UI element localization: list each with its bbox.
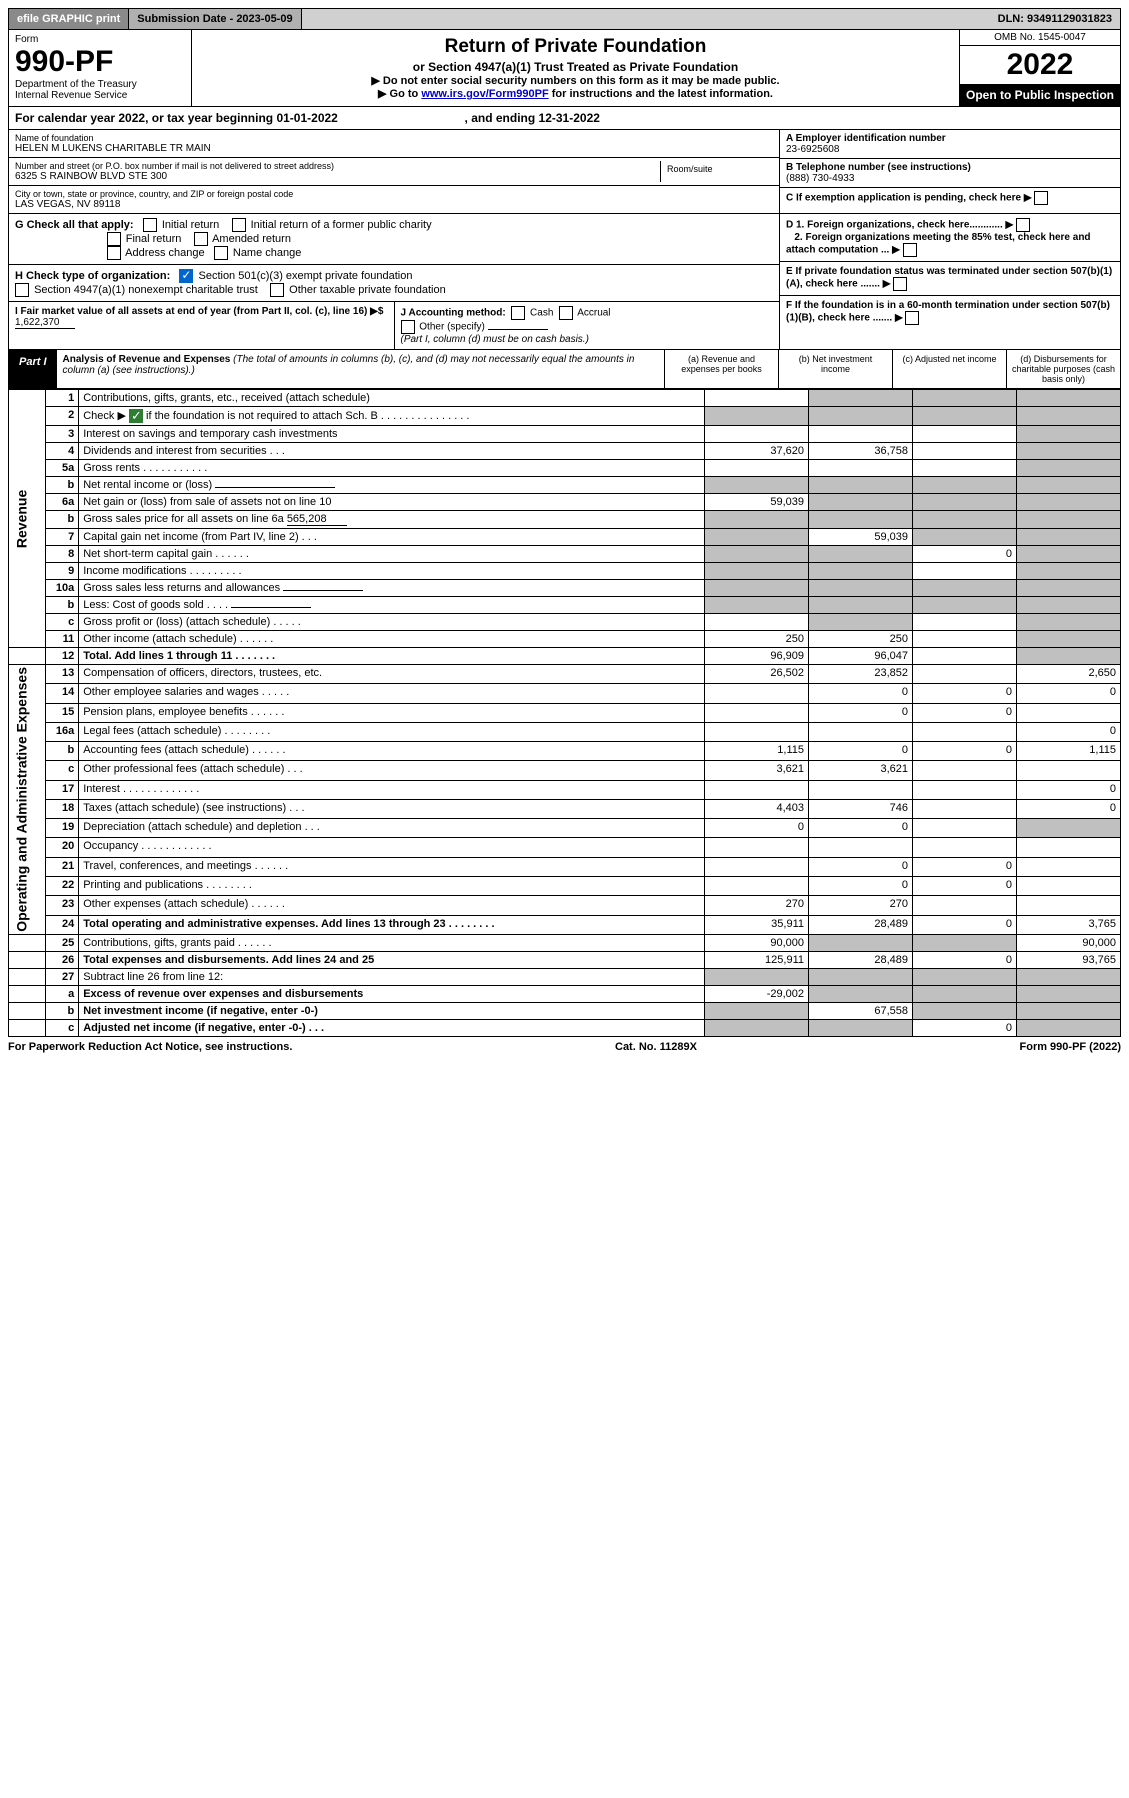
entity-info: Name of foundation HELEN M LUKENS CHARIT… xyxy=(8,130,1121,214)
foundation-name: HELEN M LUKENS CHARITABLE TR MAIN xyxy=(15,143,773,154)
name-label: Name of foundation xyxy=(15,133,773,143)
section-g: G Check all that apply: Initial return I… xyxy=(9,214,779,264)
submission-date: Submission Date - 2023-05-09 xyxy=(129,9,301,29)
ein-value: 23-6925608 xyxy=(786,144,1114,155)
cash-checkbox[interactable] xyxy=(511,306,525,320)
4947a1-checkbox[interactable] xyxy=(15,283,29,297)
form-number: 990-PF xyxy=(15,45,185,79)
form-header: Form 990-PF Department of the Treasury I… xyxy=(8,30,1121,107)
foreign-85-checkbox[interactable] xyxy=(903,243,917,257)
other-method-checkbox[interactable] xyxy=(401,320,415,334)
street-address: 6325 S RAINBOW BLVD STE 300 xyxy=(15,171,660,182)
bullet-1: ▶ Do not enter social security numbers o… xyxy=(198,74,953,87)
paperwork-notice: For Paperwork Reduction Act Notice, see … xyxy=(8,1041,292,1053)
form-link[interactable]: www.irs.gov/Form990PF xyxy=(421,88,548,100)
open-public-badge: Open to Public Inspection xyxy=(960,84,1120,106)
room-suite-label: Room/suite xyxy=(661,161,773,182)
col-b-header: (b) Net investment income xyxy=(778,350,892,388)
city-state-zip: LAS VEGAS, NV 89118 xyxy=(15,199,773,210)
part1-header: Part I Analysis of Revenue and Expenses … xyxy=(8,350,1121,389)
col-d-header: (d) Disbursements for charitable purpose… xyxy=(1006,350,1120,388)
initial-return-checkbox[interactable] xyxy=(143,218,157,232)
dln: DLN: 93491129031823 xyxy=(990,9,1120,29)
form-title: Return of Private Foundation xyxy=(198,36,953,58)
part1-title: Analysis of Revenue and Expenses xyxy=(63,354,231,365)
city-label: City or town, state or province, country… xyxy=(15,189,773,199)
irs-label: Internal Revenue Service xyxy=(15,90,185,101)
name-change-checkbox[interactable] xyxy=(214,246,228,260)
501c3-checkbox[interactable] xyxy=(179,269,193,283)
schb-check-icon xyxy=(129,409,143,423)
final-return-checkbox[interactable] xyxy=(107,232,121,246)
address-change-checkbox[interactable] xyxy=(107,246,121,260)
amended-return-checkbox[interactable] xyxy=(194,232,208,246)
section-e: E If private foundation status was termi… xyxy=(780,262,1120,296)
phone-value: (888) 730-4933 xyxy=(786,173,1114,184)
expenses-side-label: Operating and Administrative Expenses xyxy=(9,665,46,935)
accrual-checkbox[interactable] xyxy=(559,306,573,320)
form-id-footer: Form 990-PF (2022) xyxy=(1020,1041,1121,1053)
col-c-header: (c) Adjusted net income xyxy=(892,350,1006,388)
foreign-org-checkbox[interactable] xyxy=(1016,218,1030,232)
top-bar: efile GRAPHIC print Submission Date - 20… xyxy=(8,8,1121,30)
section-f: F If the foundation is in a 60-month ter… xyxy=(780,296,1120,329)
phone-label: B Telephone number (see instructions) xyxy=(786,162,1114,173)
initial-former-checkbox[interactable] xyxy=(232,218,246,232)
dept-label: Department of the Treasury xyxy=(15,79,185,90)
page-footer: For Paperwork Reduction Act Notice, see … xyxy=(8,1037,1121,1057)
other-taxable-checkbox[interactable] xyxy=(270,283,284,297)
checkboxes-section: G Check all that apply: Initial return I… xyxy=(8,214,1121,350)
section-j: J Accounting method: Cash Accrual Other … xyxy=(395,302,780,349)
section-h: H Check type of organization: Section 50… xyxy=(9,264,779,301)
form-label: Form xyxy=(15,34,185,45)
calendar-year-row: For calendar year 2022, or tax year begi… xyxy=(8,107,1121,130)
bullet-2: ▶ Go to www.irs.gov/Form990PF for instru… xyxy=(198,87,953,100)
exemption-checkbox[interactable] xyxy=(1034,191,1048,205)
analysis-table: Revenue 1Contributions, gifts, grants, e… xyxy=(8,389,1121,1037)
status-terminated-checkbox[interactable] xyxy=(893,277,907,291)
tax-year: 2022 xyxy=(960,46,1120,84)
exemption-pending-label: C If exemption application is pending, c… xyxy=(786,193,1021,204)
col-a-header: (a) Revenue and expenses per books xyxy=(664,350,778,388)
form-subtitle: or Section 4947(a)(1) Trust Treated as P… xyxy=(198,60,953,74)
part1-label: Part I xyxy=(9,350,57,388)
catalog-number: Cat. No. 11289X xyxy=(615,1041,697,1053)
60month-checkbox[interactable] xyxy=(905,311,919,325)
section-i: I Fair market value of all assets at end… xyxy=(9,302,395,349)
omb-number: OMB No. 1545-0047 xyxy=(960,30,1120,46)
section-d: D 1. Foreign organizations, check here..… xyxy=(780,214,1120,262)
revenue-side-label: Revenue xyxy=(9,390,46,648)
addr-label: Number and street (or P.O. box number if… xyxy=(15,161,660,171)
efile-print-button[interactable]: efile GRAPHIC print xyxy=(9,9,129,29)
ein-label: A Employer identification number xyxy=(786,133,1114,144)
fmv-value: 1,622,370 xyxy=(15,317,75,329)
